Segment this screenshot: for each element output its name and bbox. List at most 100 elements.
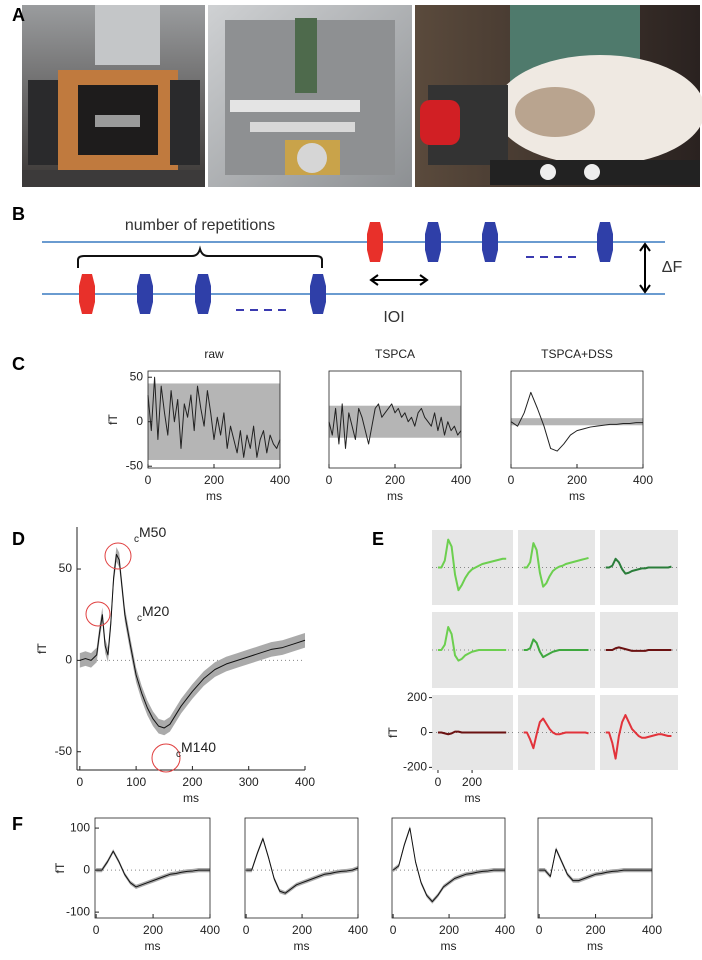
waveform xyxy=(79,553,306,729)
plot-frame xyxy=(94,817,211,919)
waveform xyxy=(437,538,507,592)
waveform xyxy=(523,638,589,659)
x-tick-label: 300 xyxy=(239,775,259,789)
error-band xyxy=(79,547,305,736)
x-tick-label: 400 xyxy=(295,775,315,789)
y-tick-label: 0 xyxy=(83,862,90,876)
peak-label: cM20 xyxy=(137,603,169,624)
x-axis-label: ms xyxy=(587,939,603,953)
photo-chamber xyxy=(208,5,412,187)
y-tick-label: 0 xyxy=(136,414,143,428)
waveform xyxy=(437,626,507,662)
tone-pip xyxy=(482,222,498,262)
x-tick-label: 200 xyxy=(567,473,587,487)
x-tick-label: 0 xyxy=(93,923,100,937)
panel-label: C xyxy=(12,354,25,374)
waveform xyxy=(328,403,462,449)
waveform xyxy=(605,557,672,575)
y-tick-label: 100 xyxy=(70,820,90,834)
waveform xyxy=(96,850,210,888)
x-tick-label: 200 xyxy=(292,923,312,937)
x-tick-label: 400 xyxy=(642,923,662,937)
error-band xyxy=(393,825,505,904)
x-tick-label: 400 xyxy=(270,473,290,487)
peak-label-name: M50 xyxy=(139,524,166,540)
error-band xyxy=(96,849,210,890)
y-tick-label: 0 xyxy=(420,725,427,739)
waveform xyxy=(246,838,359,894)
tone-pip xyxy=(367,222,383,262)
x-tick-label: 0 xyxy=(243,923,250,937)
y-tick-label: 0 xyxy=(65,653,72,667)
x-axis-label: ms xyxy=(569,489,585,503)
x-tick-label: 0 xyxy=(508,473,515,487)
panel-label: B xyxy=(12,204,25,224)
x-tick-label: 0 xyxy=(435,775,442,789)
variance-band xyxy=(511,418,643,426)
x-tick-label: 400 xyxy=(348,923,368,937)
error-band xyxy=(246,836,358,896)
bracket-label: number of repetitions xyxy=(125,217,275,234)
x-tick-label: 0 xyxy=(76,775,83,789)
x-tick-label: 200 xyxy=(385,473,405,487)
panel-label: F xyxy=(12,814,23,834)
x-tick-label: 200 xyxy=(586,923,606,937)
y-axis-label: fT xyxy=(106,414,120,425)
x-tick-label: 200 xyxy=(182,775,202,789)
plot-background xyxy=(600,695,678,770)
ioi-label: IOI xyxy=(383,309,404,326)
x-tick-label: 200 xyxy=(143,923,163,937)
waveform xyxy=(437,730,507,736)
photo-shielded-room xyxy=(22,5,205,187)
delta-arrow xyxy=(639,242,651,294)
x-tick-label: 0 xyxy=(536,923,543,937)
x-axis-label: ms xyxy=(441,939,457,953)
tone-pip xyxy=(79,274,95,314)
panel-label: A xyxy=(12,5,25,25)
y-axis-label: fT xyxy=(386,727,400,738)
x-tick-label: 200 xyxy=(204,473,224,487)
peak-circle xyxy=(85,601,111,627)
y-tick-label: 200 xyxy=(407,690,427,704)
peak-label: cM50 xyxy=(134,524,166,545)
y-axis-label: fT xyxy=(35,643,49,654)
x-tick-label: 400 xyxy=(495,923,515,937)
peak-label-sub: c xyxy=(137,613,142,624)
x-tick-label: 400 xyxy=(633,473,653,487)
y-tick-label: -100 xyxy=(66,904,90,918)
peak-label-name: M140 xyxy=(181,739,216,755)
peak-label-name: M20 xyxy=(142,603,169,619)
x-axis-label: ms xyxy=(294,939,310,953)
x-axis-label: ms xyxy=(387,489,403,503)
x-tick-label: 200 xyxy=(462,775,482,789)
y-tick-label: -50 xyxy=(55,744,73,758)
tone-pip xyxy=(425,222,441,262)
chart-title: raw xyxy=(204,347,224,361)
y-tick-label: 50 xyxy=(59,561,73,575)
variance-band xyxy=(148,383,280,460)
waveform xyxy=(539,848,652,882)
tone-pip xyxy=(137,274,153,314)
bracket xyxy=(77,245,323,268)
waveform xyxy=(523,717,589,750)
plot-frame xyxy=(391,817,506,919)
plot-frame xyxy=(537,817,653,919)
x-tick-label: 0 xyxy=(326,473,333,487)
waveform xyxy=(147,376,281,458)
x-tick-label: 400 xyxy=(200,923,220,937)
error-band xyxy=(539,846,652,883)
x-axis-label: ms xyxy=(183,791,199,805)
tone-pip xyxy=(195,274,211,314)
tone-pip xyxy=(597,222,613,262)
panel-label: E xyxy=(372,529,384,549)
x-tick-label: 0 xyxy=(145,473,152,487)
y-tick-label: 50 xyxy=(130,369,144,383)
waveform xyxy=(392,827,505,903)
peak-circle xyxy=(104,542,132,570)
x-axis-label: ms xyxy=(145,939,161,953)
plot-frame xyxy=(244,817,359,919)
peak-label-sub: c xyxy=(134,534,139,545)
y-tick-label: -50 xyxy=(126,458,144,472)
waveform xyxy=(605,646,672,652)
